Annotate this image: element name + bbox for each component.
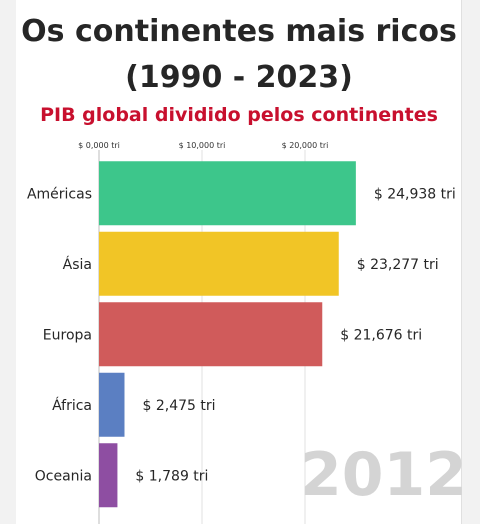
- chart-title: Os continentes mais ricos: [21, 14, 457, 49]
- right-frame: [462, 0, 480, 524]
- bar: [99, 443, 118, 508]
- bar: [99, 302, 323, 367]
- value-label: $ 23,277 tri: [357, 257, 439, 273]
- value-label: $ 2,475 tri: [142, 398, 215, 414]
- value-label: $ 24,938 tri: [374, 186, 456, 202]
- value-label: $ 21,676 tri: [340, 327, 422, 343]
- bar: [99, 372, 125, 437]
- x-tick-label: $ 0,000 tri: [78, 141, 120, 150]
- category-label: Américas: [27, 186, 92, 202]
- year-watermark: 2012: [300, 440, 467, 510]
- right-frame-divider: [461, 0, 462, 524]
- category-label: África: [52, 397, 92, 414]
- category-label: Oceania: [35, 468, 92, 484]
- chart-title-years: (1990 - 2023): [125, 60, 353, 95]
- category-label: Ásia: [63, 256, 92, 273]
- x-tick-label: $ 10,000 tri: [179, 141, 226, 150]
- bar: [99, 161, 356, 226]
- category-label: Europa: [43, 327, 92, 343]
- x-tick-label: $ 20,000 tri: [282, 141, 329, 150]
- left-frame: [0, 0, 16, 524]
- chart-subtitle: PIB global dividido pelos continentes: [40, 104, 438, 126]
- bar: [99, 231, 339, 296]
- value-label: $ 1,789 tri: [135, 468, 208, 484]
